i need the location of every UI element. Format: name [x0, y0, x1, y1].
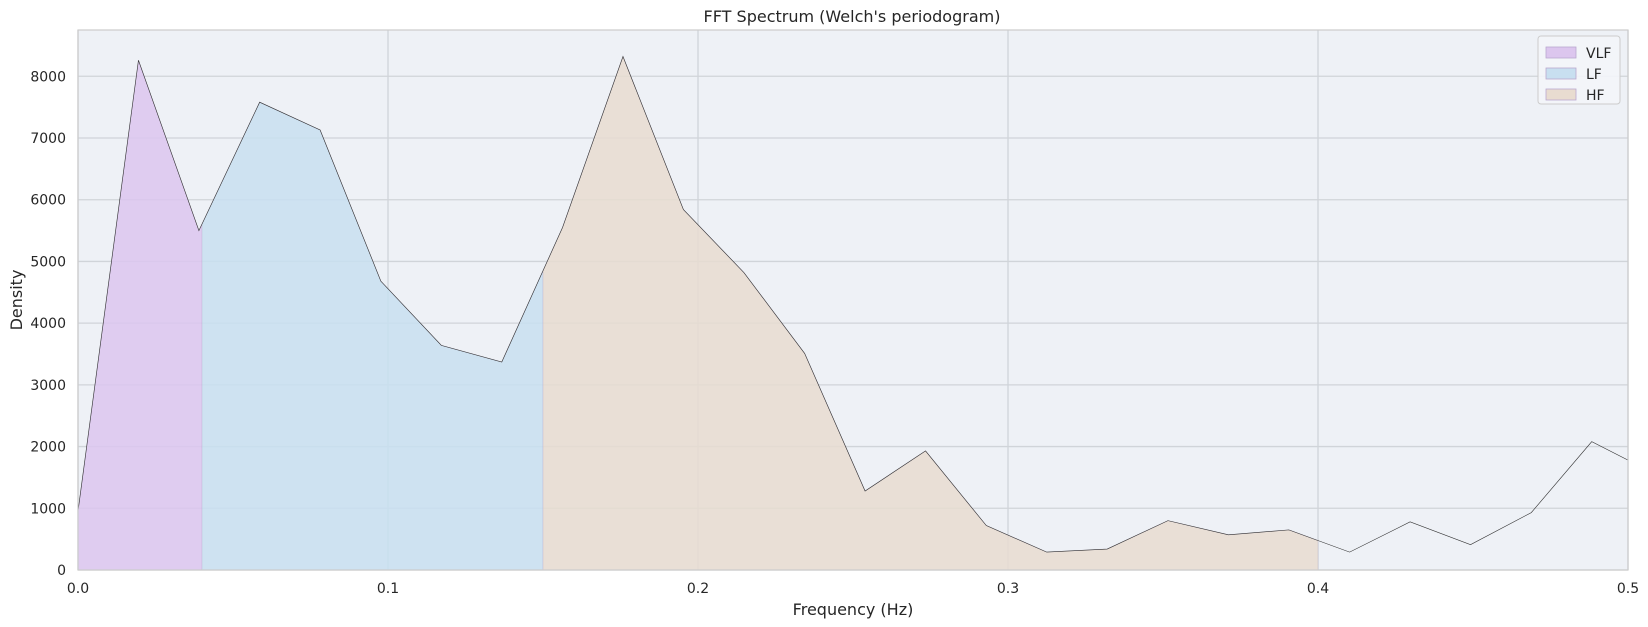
x-tick-label: 0.0	[67, 581, 89, 597]
legend-label-lf: LF	[1586, 67, 1602, 83]
y-tick-label: 6000	[30, 193, 66, 209]
y-axis-label: Density	[7, 270, 26, 331]
legend-swatch-lf	[1545, 67, 1577, 80]
x-tick-label: 0.1	[377, 581, 399, 597]
legend: VLF LF HF	[1537, 35, 1621, 105]
legend-label-hf: HF	[1586, 88, 1605, 104]
y-tick-label: 7000	[30, 131, 66, 147]
y-tick-label: 0	[57, 563, 66, 579]
x-axis-label: Frequency (Hz)	[793, 600, 914, 619]
y-tick-label: 5000	[30, 254, 66, 270]
x-tick-label: 0.5	[1617, 581, 1639, 597]
legend-swatch-hf	[1545, 88, 1577, 101]
y-tick-label: 3000	[30, 378, 66, 394]
legend-swatch-vlf	[1545, 46, 1577, 59]
x-tick-label: 0.2	[687, 581, 709, 597]
plot-frame	[77, 29, 1629, 571]
spectrum-line	[77, 55, 1629, 553]
y-tick-label: 8000	[30, 69, 66, 85]
y-axis-ticks: 0 1000 2000 3000 4000 5000 6000 7000 8000	[30, 69, 66, 579]
chart-title: FFT Spectrum (Welch's periodogram)	[704, 7, 1001, 26]
legend-label-vlf: VLF	[1586, 46, 1611, 62]
x-axis-ticks: 0.0 0.1 0.2 0.3 0.4 0.5	[67, 581, 1639, 597]
band-areas	[77, 55, 1319, 571]
y-tick-label: 1000	[30, 501, 66, 517]
x-tick-label: 0.3	[997, 581, 1019, 597]
y-tick-label: 4000	[30, 316, 66, 332]
x-tick-label: 0.4	[1307, 581, 1329, 597]
y-tick-label: 2000	[30, 440, 66, 456]
